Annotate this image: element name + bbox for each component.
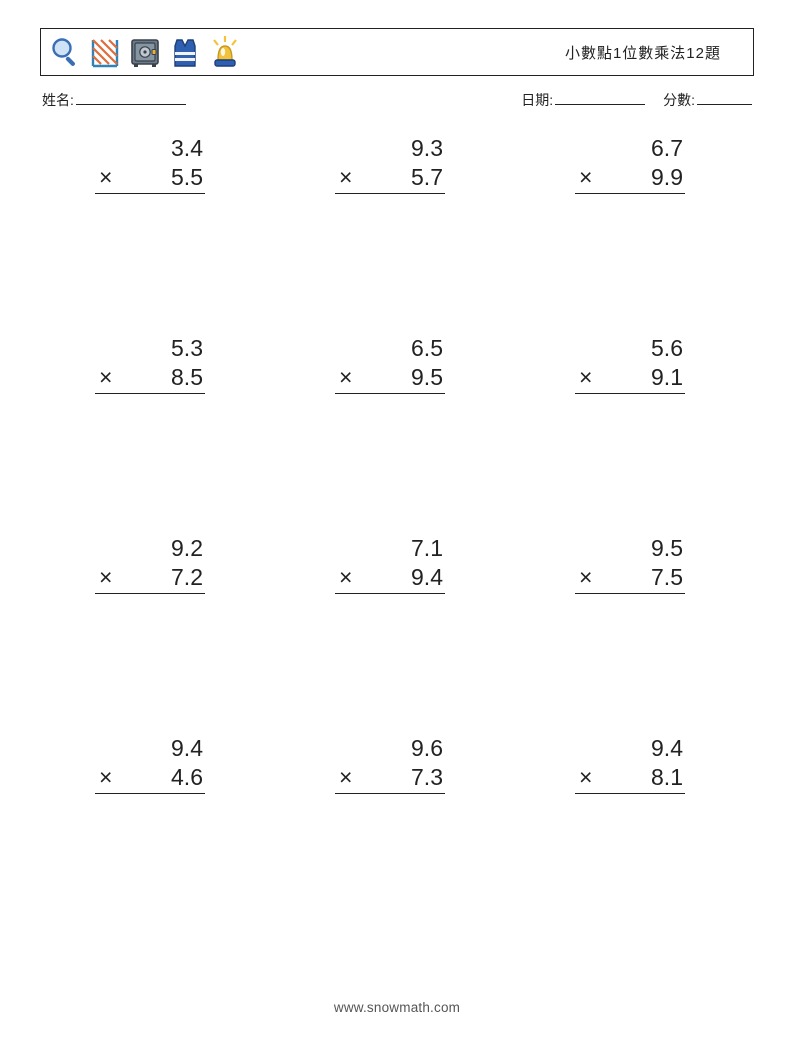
multiplier: 9.4: [411, 563, 443, 592]
worksheet-page: 小數點1位數乘法12題 姓名: 日期: 分數: 3.4×5.59.3×5.76.…: [0, 0, 794, 1053]
multiplication-stack: 5.6× 9.1: [575, 334, 685, 394]
multiplier: 8.5: [171, 363, 203, 392]
multiplier-row: × 7.3: [335, 763, 445, 794]
multiplicand: 5.6: [575, 334, 685, 363]
operator: ×: [577, 763, 592, 792]
multiplication-stack: 7.1× 9.4: [335, 534, 445, 594]
icon-row: [47, 34, 243, 70]
multiplicand: 9.5: [575, 534, 685, 563]
problem-2: 9.3× 5.7: [294, 134, 486, 334]
operator: ×: [577, 563, 592, 592]
name-label: 姓名:: [42, 90, 74, 110]
multiplication-stack: 5.3× 8.5: [95, 334, 205, 394]
multiplier-row: × 5.7: [335, 163, 445, 194]
multiplier-row: × 4.6: [95, 763, 205, 794]
operator: ×: [97, 163, 112, 192]
problems-grid: 3.4×5.59.3×5.76.7×9.95.3×8.56.5×9.55.6×9…: [40, 134, 754, 934]
footer-url: www.snowmath.com: [0, 1000, 794, 1015]
problem-4: 5.3× 8.5: [54, 334, 246, 534]
multiplicand: 9.3: [335, 134, 445, 163]
operator: ×: [97, 363, 112, 392]
multiplication-stack: 9.4× 4.6: [95, 734, 205, 794]
multiplicand: 9.4: [95, 734, 205, 763]
multiplier: 7.3: [411, 763, 443, 792]
multiplier: 9.9: [651, 163, 683, 192]
operator: ×: [337, 563, 352, 592]
problem-9: 9.5× 7.5: [534, 534, 726, 734]
multiplier-row: × 5.5: [95, 163, 205, 194]
worksheet-title: 小數點1位數乘法12題: [565, 42, 739, 63]
operator: ×: [337, 763, 352, 792]
multiplier-row: × 8.5: [95, 363, 205, 394]
multiplicand: 6.7: [575, 134, 685, 163]
header-box: 小數點1位數乘法12題: [40, 28, 754, 76]
multiplier-row: × 9.1: [575, 363, 685, 394]
multiplier-row: × 9.5: [335, 363, 445, 394]
operator: ×: [97, 763, 112, 792]
multiplier: 9.1: [651, 363, 683, 392]
multiplier: 5.5: [171, 163, 203, 192]
magnifier-icon: [47, 34, 83, 70]
name-blank[interactable]: [76, 91, 186, 105]
alarm-light-icon: [207, 34, 243, 70]
multiplier-row: × 7.2: [95, 563, 205, 594]
multiplication-stack: 9.2× 7.2: [95, 534, 205, 594]
problem-8: 7.1× 9.4: [294, 534, 486, 734]
multiplication-stack: 9.5× 7.5: [575, 534, 685, 594]
multiplier-row: × 7.5: [575, 563, 685, 594]
multiplication-stack: 9.4× 8.1: [575, 734, 685, 794]
multiplicand: 5.3: [95, 334, 205, 363]
meta-name: 姓名:: [42, 90, 186, 110]
multiplier: 4.6: [171, 763, 203, 792]
multiplication-stack: 3.4× 5.5: [95, 134, 205, 194]
score-blank[interactable]: [697, 91, 752, 105]
problem-1: 3.4× 5.5: [54, 134, 246, 334]
multiplicand: 6.5: [335, 334, 445, 363]
operator: ×: [577, 163, 592, 192]
problem-3: 6.7× 9.9: [534, 134, 726, 334]
problem-10: 9.4× 4.6: [54, 734, 246, 934]
multiplicand: 9.6: [335, 734, 445, 763]
multiplier: 9.5: [411, 363, 443, 392]
multiplier-row: × 8.1: [575, 763, 685, 794]
multiplicand: 9.4: [575, 734, 685, 763]
multiplier: 7.2: [171, 563, 203, 592]
operator: ×: [97, 563, 112, 592]
operator: ×: [577, 363, 592, 392]
multiplicand: 9.2: [95, 534, 205, 563]
multiplier: 5.7: [411, 163, 443, 192]
multiplicand: 3.4: [95, 134, 205, 163]
problem-7: 9.2× 7.2: [54, 534, 246, 734]
multiplier-row: × 9.4: [335, 563, 445, 594]
hurdle-icon: [87, 34, 123, 70]
multiplication-stack: 6.7× 9.9: [575, 134, 685, 194]
meta-right: 日期: 分數:: [521, 90, 752, 110]
multiplier-row: × 9.9: [575, 163, 685, 194]
safe-icon: [127, 34, 163, 70]
date-blank[interactable]: [555, 91, 645, 105]
problem-5: 6.5× 9.5: [294, 334, 486, 534]
multiplication-stack: 9.3× 5.7: [335, 134, 445, 194]
problem-11: 9.6× 7.3: [294, 734, 486, 934]
problem-12: 9.4× 8.1: [534, 734, 726, 934]
meta-row: 姓名: 日期: 分數:: [40, 90, 754, 110]
operator: ×: [337, 363, 352, 392]
vest-icon: [167, 34, 203, 70]
multiplication-stack: 9.6× 7.3: [335, 734, 445, 794]
multiplicand: 7.1: [335, 534, 445, 563]
operator: ×: [337, 163, 352, 192]
date-label: 日期:: [521, 90, 553, 110]
multiplication-stack: 6.5× 9.5: [335, 334, 445, 394]
problem-6: 5.6× 9.1: [534, 334, 726, 534]
multiplier: 7.5: [651, 563, 683, 592]
multiplier: 8.1: [651, 763, 683, 792]
score-label: 分數:: [663, 90, 695, 110]
